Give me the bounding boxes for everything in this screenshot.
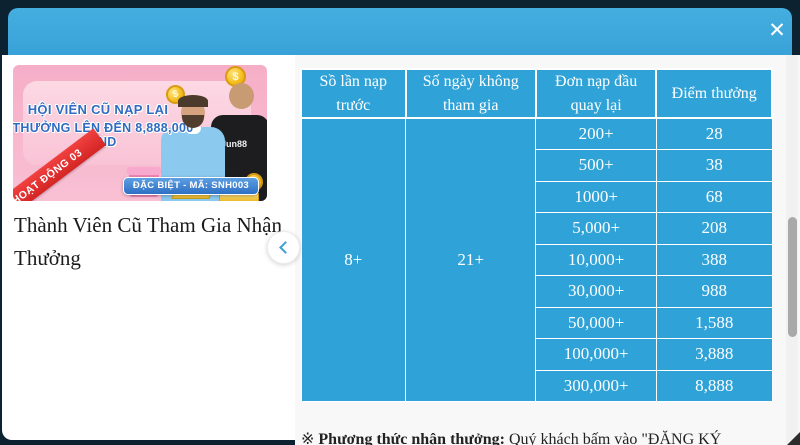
banner-title: HỘI VIÊN CŨ NẠP LẠI xyxy=(27,102,169,117)
banner-person-beard xyxy=(182,115,204,128)
table-row: 500+ 38 xyxy=(301,149,773,182)
amount-cell: 1000+ xyxy=(535,180,657,213)
promo-caption: Thành Viên Cũ Tham Gia Nhận Thưởng xyxy=(14,213,282,270)
amount-cell: 50,000+ xyxy=(535,306,657,339)
points-cell: 208 xyxy=(655,212,773,245)
modal-header xyxy=(8,8,792,55)
reward-method-note: ※ Phương thức nhận thưởng: Quý khách bấm… xyxy=(301,429,721,445)
promo-detail-panel: Sồ lần nạp trước Số ngày không tham gia … xyxy=(295,55,800,445)
header-days: Số ngày không tham gia xyxy=(404,68,537,119)
scrollbar-thumb[interactable] xyxy=(787,217,797,337)
table-row: 50,000+ 1,588 xyxy=(301,306,773,339)
points-cell: 1,588 xyxy=(655,306,773,339)
points-cell: 38 xyxy=(655,149,773,182)
amount-cell: 200+ xyxy=(535,117,657,150)
reward-table: Sồ lần nạp trước Số ngày không tham gia … xyxy=(300,68,773,402)
table-header-row: Sồ lần nạp trước Số ngày không tham gia … xyxy=(300,68,773,119)
points-cell: 988 xyxy=(655,275,773,308)
points-cell: 68 xyxy=(655,180,773,213)
note-rest: Quý khách bấm vào "ĐĂNG KÝ xyxy=(504,431,722,445)
gift-box-lid xyxy=(127,167,161,175)
banner-person-bald-head xyxy=(229,83,254,109)
table-row: 10,000+ 388 xyxy=(301,243,773,276)
amount-cell: 500+ xyxy=(535,149,657,182)
promo-code-pill: ĐẶC BIỆT - MÃ: SNH003 xyxy=(122,177,259,195)
merged-days-cell: 21+ xyxy=(405,117,537,402)
points-cell: 3,888 xyxy=(655,338,773,371)
points-cell: 28 xyxy=(655,117,773,150)
amount-cell: 10,000+ xyxy=(535,243,657,276)
points-cell: 8,888 xyxy=(655,369,773,402)
table-row: 300,000+ 8,888 xyxy=(301,369,773,402)
promo-banner[interactable]: $ $ Jun88 $ HỘI VIÊN CŨ NẠP LẠI THƯỞNG L… xyxy=(13,65,267,201)
note-bold: Phương thức nhận thưởng: xyxy=(318,431,505,445)
merged-deposits-cell: 8+ xyxy=(300,117,407,402)
table-row: 30,000+ 988 xyxy=(301,275,773,308)
carousel-prev-button[interactable] xyxy=(267,231,300,264)
header-deposits: Sồ lần nạp trước xyxy=(300,68,407,119)
table-row: 8+ 21+ 200+ 28 xyxy=(300,117,773,402)
note-marker: ※ xyxy=(301,431,319,445)
chevron-left-icon xyxy=(278,241,292,254)
amount-cell: 30,000+ xyxy=(535,275,657,308)
banner-person-hair xyxy=(178,95,208,107)
jersey-collar xyxy=(185,127,201,134)
shirt-logo: Jun88 xyxy=(221,139,248,149)
close-icon[interactable]: ✕ xyxy=(768,18,786,42)
header-first-deposit: Đơn nạp đầu quay lại xyxy=(534,68,658,119)
table-row: 1000+ 68 xyxy=(301,180,773,213)
table-row: 5,000+ 208 xyxy=(301,212,773,245)
scrollbar-track[interactable] xyxy=(786,55,798,445)
amount-cell: 5,000+ xyxy=(535,212,657,245)
header-points: Điểm thưởng xyxy=(655,68,773,119)
amount-cell: 300,000+ xyxy=(535,369,657,402)
points-cell: 388 xyxy=(655,243,773,276)
bottom-right-corner-shape xyxy=(787,432,800,445)
amount-cell: 100,000+ xyxy=(535,338,657,371)
promo-left-panel: $ $ Jun88 $ HỘI VIÊN CŨ NẠP LẠI THƯỞNG L… xyxy=(2,55,295,440)
